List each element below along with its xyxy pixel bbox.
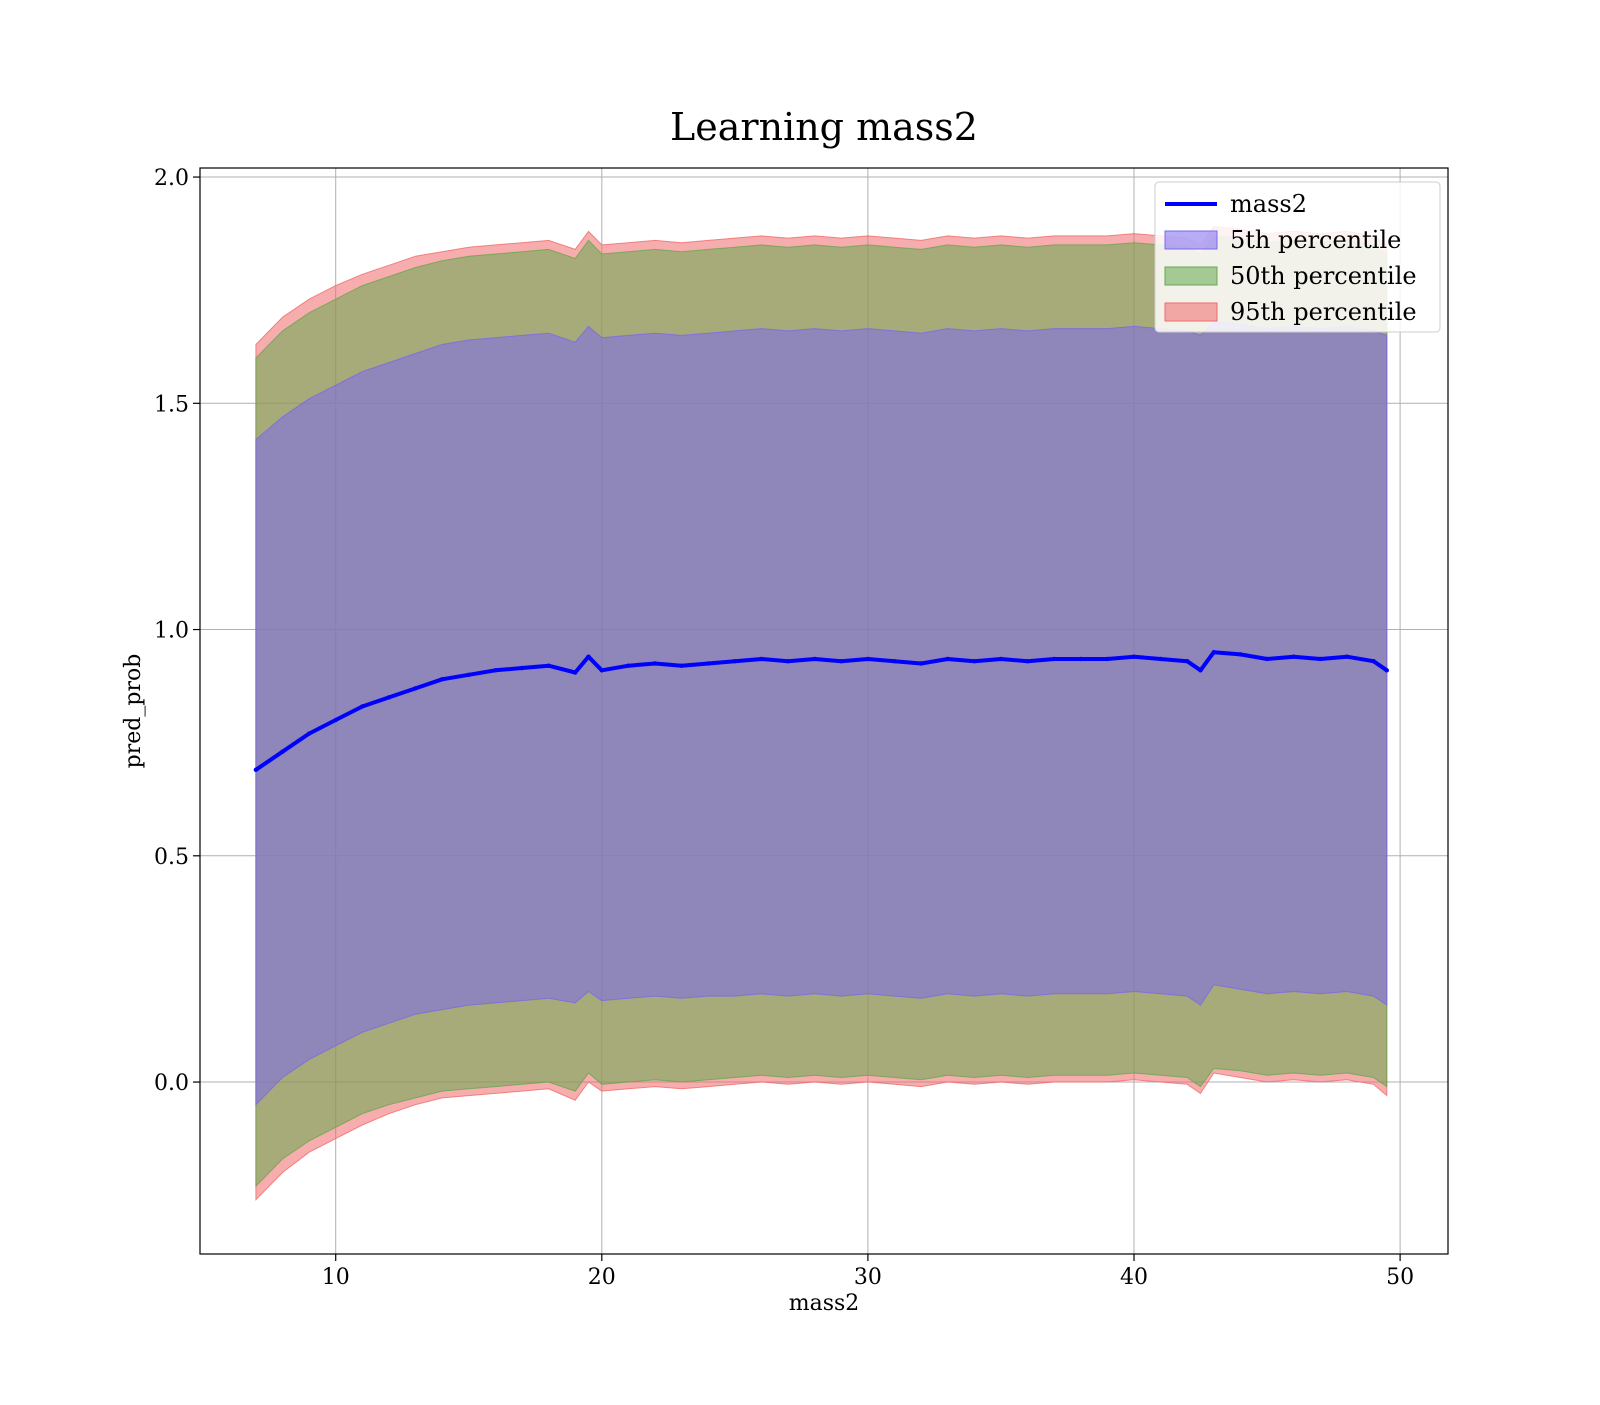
series-point-mass2 bbox=[1198, 668, 1203, 673]
x-tick-label: 20 bbox=[588, 1265, 616, 1290]
series-point-mass2 bbox=[386, 695, 392, 700]
series-point-mass2 bbox=[493, 668, 498, 673]
series-point-mass2 bbox=[1105, 656, 1110, 662]
series-point-mass2 bbox=[253, 767, 259, 773]
legend-box bbox=[1154, 181, 1441, 333]
series-point-mass2 bbox=[972, 659, 977, 664]
series-point-mass2 bbox=[785, 659, 791, 664]
series-point-mass2 bbox=[1291, 654, 1296, 659]
x-tick-label: 40 bbox=[1120, 1265, 1148, 1290]
series-point-mass2 bbox=[865, 656, 871, 662]
plot-area-frame bbox=[199, 167, 1449, 1255]
series-point-mass2 bbox=[1371, 659, 1376, 664]
x-tick-label: 10 bbox=[322, 1265, 350, 1290]
legend-label: mass2 bbox=[1230, 190, 1307, 218]
series-point-mass2 bbox=[280, 749, 285, 754]
series-point-mass2 bbox=[586, 654, 591, 659]
series-point-mass2 bbox=[306, 731, 312, 736]
series-lines bbox=[253, 649, 1389, 773]
series-point-mass2 bbox=[652, 661, 658, 666]
series-point-mass2 bbox=[1185, 659, 1190, 664]
series-point-mass2 bbox=[839, 659, 844, 664]
legend-swatch-band bbox=[1164, 302, 1218, 322]
series-point-mass2 bbox=[892, 659, 897, 664]
series-point-mass2 bbox=[945, 656, 950, 662]
series-point-mass2 bbox=[1211, 649, 1217, 655]
series-point-mass2 bbox=[1344, 654, 1350, 659]
series-point-mass2 bbox=[1264, 656, 1270, 662]
y-tick-label: 0.5 bbox=[154, 845, 189, 870]
y-tick-label: 0.0 bbox=[154, 1071, 189, 1096]
series-point-mass2 bbox=[732, 659, 738, 664]
series-point-mass2 bbox=[1051, 656, 1057, 662]
legend: mass2 5th percentile 50th percentile 95th p… bbox=[1154, 181, 1441, 333]
series-point-mass2 bbox=[333, 717, 338, 723]
series-point-mass2 bbox=[706, 661, 711, 666]
series-point-mass2 bbox=[1078, 656, 1083, 662]
y-tick-label: 1.5 bbox=[154, 392, 189, 417]
legend-swatch-band bbox=[1164, 266, 1218, 286]
series-line-mass2 bbox=[254, 650, 1388, 772]
series-point-mass2 bbox=[360, 704, 365, 709]
series-point-mass2 bbox=[439, 677, 445, 682]
series-point-mass2 bbox=[1131, 654, 1137, 659]
series-point-mass2 bbox=[1238, 652, 1243, 657]
series-point-mass2 bbox=[759, 656, 764, 662]
y-axis-title: pred_prob bbox=[121, 654, 146, 769]
series-point-mass2 bbox=[466, 672, 471, 677]
series-point-mass2 bbox=[572, 670, 578, 675]
x-tick-label: 30 bbox=[854, 1265, 882, 1290]
axis-ticks: 10 20 30 40 50 0.0 0.5 1.0 1.5 2.0 bbox=[154, 166, 1414, 1290]
legend-label: 5th percentile bbox=[1230, 226, 1401, 254]
y-tick-label: 1.0 bbox=[154, 619, 189, 644]
series-point-mass2 bbox=[1158, 656, 1163, 662]
series-point-mass2 bbox=[1318, 656, 1323, 662]
series-point-mass2 bbox=[546, 663, 551, 668]
series-point-mass2 bbox=[1025, 659, 1030, 664]
series-point-mass2 bbox=[679, 663, 684, 668]
series-point-mass2 bbox=[998, 656, 1004, 662]
percentile-bands bbox=[255, 226, 1388, 1201]
x-tick-label: 50 bbox=[1386, 1265, 1414, 1290]
x-axis-title: mass2 bbox=[789, 1291, 860, 1316]
series-point-mass2 bbox=[413, 686, 418, 691]
legend-swatch-band bbox=[1164, 230, 1218, 250]
band-5th-percentile bbox=[255, 321, 1388, 1106]
series-point-mass2 bbox=[812, 656, 817, 662]
series-point-mass2 bbox=[519, 665, 525, 671]
series-point-mass2 bbox=[599, 668, 605, 673]
series-point-mass2 bbox=[626, 663, 631, 668]
y-tick-label: 2.0 bbox=[154, 166, 189, 191]
chart-title: Learning mass2 bbox=[670, 105, 978, 149]
legend-label: 95th percentile bbox=[1230, 298, 1417, 326]
legend-label: 50th percentile bbox=[1230, 262, 1417, 290]
series-point-mass2 bbox=[918, 661, 924, 666]
series-point-mass2 bbox=[1384, 668, 1389, 673]
